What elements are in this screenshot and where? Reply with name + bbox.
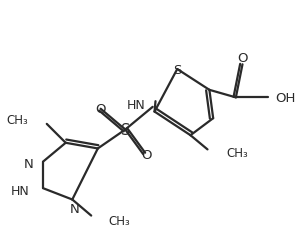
Text: O: O: [95, 103, 106, 116]
Text: CH₃: CH₃: [226, 146, 248, 159]
Text: O: O: [142, 148, 152, 161]
Text: S: S: [121, 122, 130, 137]
Text: CH₃: CH₃: [108, 214, 130, 227]
Text: OH: OH: [276, 91, 296, 104]
Text: CH₃: CH₃: [6, 113, 28, 126]
Text: HN: HN: [126, 99, 145, 112]
Text: S: S: [173, 63, 181, 76]
Text: HN: HN: [11, 184, 30, 197]
Text: N: N: [24, 157, 34, 170]
Text: N: N: [69, 203, 79, 216]
Text: O: O: [237, 52, 248, 65]
